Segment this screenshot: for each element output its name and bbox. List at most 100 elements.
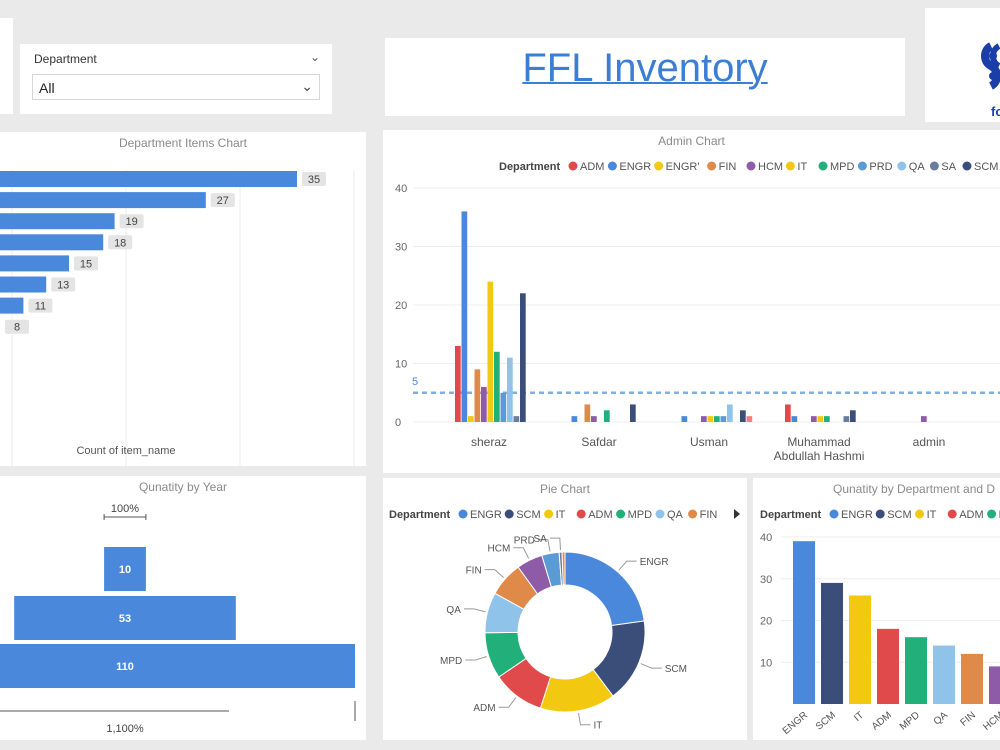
department-slicer[interactable]: Department ⌄ All ⌄ — [20, 44, 332, 114]
bar — [785, 404, 791, 422]
legend-marker — [655, 509, 665, 519]
data-label-bg — [119, 214, 144, 229]
reference-label: 5 — [412, 376, 418, 388]
x-tick-label: IT — [852, 710, 866, 724]
legend-marker — [987, 509, 997, 519]
bar — [720, 416, 727, 422]
data-label-bg — [74, 256, 98, 271]
bar — [921, 416, 927, 422]
legend-entry: M — [999, 509, 1000, 521]
pie-slice — [564, 551, 645, 627]
bar — [474, 369, 481, 422]
legend-marker — [746, 161, 756, 171]
pie-leader-line — [578, 712, 591, 726]
funnel-bar — [14, 596, 236, 640]
pie-label: ADM — [473, 703, 495, 714]
legend-marker — [947, 509, 957, 519]
legend-entry: IT — [927, 509, 937, 521]
quantity-department-plot: 10203040DepartmentENGRSCMITADMMENGRSCMIT… — [760, 509, 1000, 737]
quantity-by-year-chart: Qunatity by Year 100% 10 53 110 1,100% — [0, 476, 366, 740]
slicer-label: Department — [34, 52, 97, 66]
legend-title: Department — [499, 161, 560, 173]
x-tick-label: FIN — [959, 710, 978, 729]
chevron-down-icon[interactable]: ⌄ — [301, 78, 313, 94]
bar — [604, 410, 610, 422]
y-tick-label: 10 — [395, 359, 407, 371]
data-label-bg — [210, 193, 235, 208]
x-tick-label: admin — [913, 435, 946, 449]
bar — [707, 416, 714, 422]
legend-title: Department — [389, 509, 450, 521]
department-items-plot: 10203040352719181513118Count of item_nam… — [0, 170, 355, 466]
admin-plot: 0 10 20 30 40 Department ADM ENGR ENGR' FIN HCM IT M… — [395, 161, 1000, 463]
bar — [571, 416, 578, 422]
legend-marker — [929, 161, 939, 171]
bar — [850, 410, 856, 422]
data-label: 18 — [114, 237, 126, 249]
bar — [727, 404, 733, 422]
bar — [0, 255, 69, 272]
pie-label: SA — [533, 534, 547, 545]
bar — [989, 666, 1000, 704]
legend-marker — [857, 161, 867, 171]
legend-entry: SA — [941, 161, 956, 173]
admin-chart: Admin Chart 0 10 20 30 40 Department ADM ENGR EN… — [383, 130, 1000, 473]
bar — [849, 595, 871, 704]
pie-leader-line — [484, 569, 504, 578]
data-label-bg — [5, 319, 29, 334]
legend-entry: ADM — [959, 509, 983, 521]
legend-entry: ADM — [580, 161, 604, 173]
legend-marker — [544, 509, 554, 519]
bar — [630, 404, 636, 422]
pie-label: PRD — [514, 536, 535, 547]
bar — [877, 628, 899, 704]
page-title: FFL Inventory — [522, 46, 768, 90]
bar — [487, 281, 494, 422]
legend-marker — [875, 509, 885, 519]
bar — [0, 213, 115, 230]
legend-marker — [962, 161, 972, 171]
y-tick-label: 30 — [760, 574, 772, 586]
legend-entry: MPD — [830, 161, 855, 173]
legend-entry: MPD — [628, 509, 653, 521]
legend-entry: FIN — [719, 161, 737, 173]
slicer-dropdown[interactable]: All ⌄ — [32, 74, 320, 100]
department-items-chart: Department Items Chart 10203040352719181… — [0, 132, 366, 466]
slicer-selected-value: All — [39, 80, 55, 96]
legend-next-arrow-icon — [734, 509, 740, 519]
legend-entry: SCM — [516, 509, 540, 521]
bar — [821, 582, 843, 704]
legend-entry: HCM — [758, 161, 783, 173]
data-label-bg — [108, 235, 133, 250]
bar — [746, 416, 753, 422]
bar — [0, 297, 24, 314]
chevron-down-icon[interactable]: ⌄ — [309, 50, 320, 64]
bar — [793, 541, 815, 704]
legend-entry: ENGR — [470, 509, 502, 521]
pie-plot: Department ENGR SCM IT ADM MPD QA FIN ENGR SCM IT A… — [389, 509, 740, 732]
bar — [824, 416, 830, 422]
data-label-bg — [28, 298, 53, 313]
quantity-by-department-chart: Qunatity by Department and D 10 20 30 40 Dep… — [753, 478, 1000, 740]
legend-entry: FIN — [700, 509, 718, 521]
pie-leader-line — [537, 539, 551, 552]
y-tick-label: 20 — [395, 300, 407, 312]
funnel-bar — [104, 547, 146, 591]
legend-entry: SCM — [974, 161, 998, 173]
y-tick-label: 10 — [760, 657, 772, 669]
bar — [905, 637, 927, 704]
bar — [740, 410, 746, 422]
chart-title: Qunatity by Year — [138, 480, 228, 494]
data-label: 27 — [217, 195, 229, 207]
legend-entry: QA — [667, 509, 684, 521]
bar — [933, 645, 955, 704]
data-label: 11 — [35, 301, 46, 313]
logo-icon — [981, 42, 1000, 90]
x-tick-label: Muhammad — [787, 435, 850, 449]
pie-leader-line — [618, 560, 637, 571]
legend-marker — [576, 509, 586, 519]
funnel-top-bracket — [103, 514, 147, 520]
funnel-value: 10 — [119, 564, 131, 576]
legend-marker — [707, 161, 717, 171]
x-tick-label: SCM — [814, 710, 838, 733]
